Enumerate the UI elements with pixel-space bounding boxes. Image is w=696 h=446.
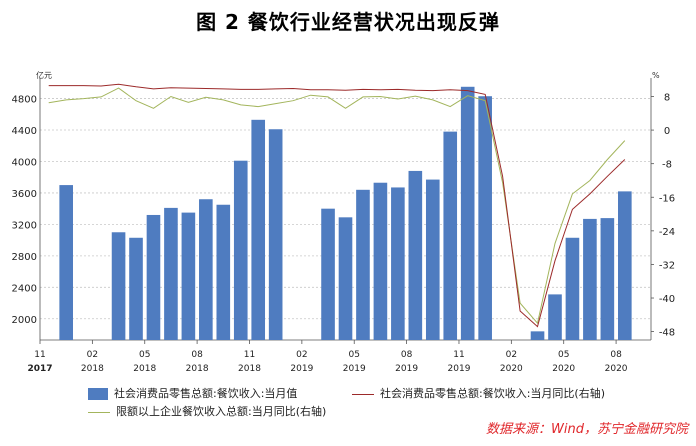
x-axis-month-label: 11	[34, 350, 45, 360]
legend-line1-label: 社会消费品零售总额:餐饮收入:当月同比(右轴)	[380, 387, 605, 400]
right-axis-tick-label: -16	[659, 193, 675, 204]
bar	[565, 237, 580, 340]
left-axis-tick-label: 4000	[12, 157, 37, 168]
right-axis-tick-label: 0	[664, 126, 670, 137]
lines-layer	[48, 83, 626, 328]
bar	[129, 237, 143, 340]
chart-title: 图 2 餐饮行业经营状况出现反弹	[196, 10, 500, 34]
x-axis-year-label: 2017	[27, 364, 52, 374]
bar	[338, 217, 353, 340]
x-axis-month-label: 11	[453, 350, 464, 360]
x-axis-year-label: 2018	[186, 364, 209, 374]
right-axis-tick-label: 8	[664, 92, 670, 103]
left-axis-tick-label: 4400	[12, 126, 37, 137]
bar	[251, 119, 266, 340]
legend-bar-swatch	[88, 388, 108, 400]
bar	[146, 214, 161, 340]
bars-layer	[59, 86, 632, 341]
bar	[425, 179, 440, 340]
x-axis-month-label: 05	[139, 350, 150, 360]
left-axis-tick-label: 4800	[12, 95, 37, 106]
x-axis-year-label: 2019	[395, 364, 418, 374]
right-axis-tick-label: -32	[659, 260, 675, 271]
x-axis-month-label: 11	[244, 350, 255, 360]
x-axis-year-label: 2020	[552, 364, 575, 374]
bar	[443, 131, 458, 340]
x-axis-month-label: 08	[401, 350, 413, 360]
x-axis-month-label: 05	[558, 350, 569, 360]
bar	[111, 232, 126, 340]
x-axis-year-label: 2018	[133, 364, 156, 374]
left-axis-tick-label: 2000	[12, 315, 37, 326]
left-axis-tick-label: 2800	[12, 252, 37, 263]
x-axis-year-label: 2019	[290, 364, 313, 374]
x-axis-year-label: 2018	[81, 364, 104, 374]
bar	[478, 96, 492, 341]
series-line-above-limit-yoy	[48, 87, 626, 325]
bar	[233, 160, 248, 340]
bar	[356, 189, 370, 340]
left-axis-tick-label: 3600	[12, 189, 37, 200]
bar	[530, 331, 545, 340]
bar	[268, 129, 283, 340]
bar	[583, 218, 597, 340]
left-axis-tick-label: 2400	[12, 283, 37, 294]
left-axis-unit: 亿元	[36, 70, 52, 80]
bar	[321, 208, 335, 340]
series-line-retail-catering-yoy	[48, 83, 626, 328]
bar	[199, 199, 213, 340]
bar	[460, 86, 475, 340]
legend-line2-label: 限额以上企业餐饮收入总额:当月同比(右轴)	[116, 405, 327, 418]
x-axis-month-label: 08	[610, 350, 622, 360]
right-axis-tick-label: -48	[659, 328, 675, 339]
x-axis-year-label: 2019	[448, 364, 471, 374]
legend-line1-swatch	[352, 393, 374, 395]
legend-line2-swatch	[88, 411, 110, 413]
left-axis-tick-label: 3200	[12, 220, 37, 231]
bar	[59, 185, 73, 340]
bar	[600, 218, 615, 340]
bar	[216, 204, 231, 340]
bar	[391, 187, 405, 340]
bar	[373, 182, 388, 340]
bar	[181, 212, 196, 340]
x-axis-month-label: 02	[506, 350, 517, 360]
bar	[618, 191, 632, 340]
legend-bar-label: 社会消费品零售总额:餐饮收入:当月值	[114, 387, 298, 400]
right-axis-tick-label: -40	[659, 294, 675, 305]
data-source-note: 数据来源：Wind，苏宁金融研究院	[486, 422, 688, 437]
x-axis-year-label: 2020	[500, 364, 523, 374]
legend-line2: 限额以上企业餐饮收入总额:当月同比(右轴)	[88, 403, 326, 419]
legend-bar: 社会消费品零售总额:餐饮收入:当月值	[88, 385, 297, 401]
axes-layer: 2000 2400 2800 3200 3600 4000 4400 4800 8 0 -8 -16 -…	[12, 78, 675, 374]
x-axis-month-label: 05	[349, 350, 360, 360]
x-axis-month-label: 08	[191, 350, 203, 360]
legend-line1: 社会消费品零售总额:餐饮收入:当月同比(右轴)	[352, 385, 605, 401]
right-axis-unit: %	[652, 71, 660, 80]
x-axis-year-label: 2020	[605, 364, 628, 374]
bar	[408, 170, 423, 340]
x-axis-year-label: 2018	[238, 364, 261, 374]
right-axis-tick-label: -8	[662, 160, 672, 171]
bar	[164, 207, 178, 340]
x-axis-month-label: 02	[296, 350, 307, 360]
x-axis-year-label: 2019	[343, 364, 366, 374]
bar	[548, 294, 562, 340]
right-axis-tick-label: -24	[659, 227, 675, 238]
x-axis-month-label: 02	[87, 350, 98, 360]
